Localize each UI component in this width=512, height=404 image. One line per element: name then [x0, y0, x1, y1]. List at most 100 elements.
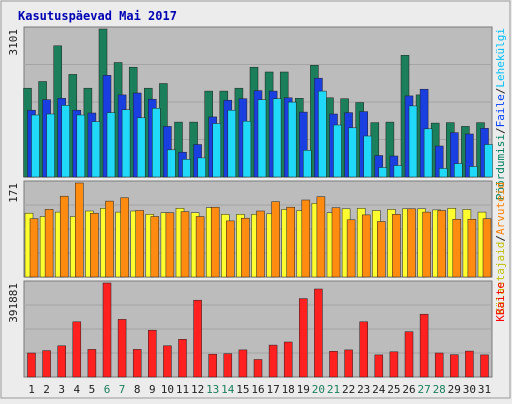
panel-1-legend: Pöördumisi/Faile/Lehekülgi — [494, 28, 507, 200]
bar-arvuteid-28 — [437, 210, 446, 278]
bar-lehek-lgi-28 — [438, 168, 448, 178]
bar-arvuteid-12 — [195, 216, 205, 278]
bar-arvuteid-5 — [90, 212, 99, 278]
bar-arvuteid-29 — [452, 219, 462, 278]
x-tick-day-2: 2 — [43, 383, 50, 396]
x-tick-day-26: 26 — [402, 383, 415, 396]
bar-lehek-lgi-2 — [46, 113, 55, 178]
bar-lehek-lgi-3 — [61, 105, 70, 178]
x-tick-day-30: 30 — [463, 383, 476, 396]
panel-2-legend: Külastajaid/Arvuteid — [494, 182, 507, 314]
x-tick-day-25: 25 — [387, 383, 400, 396]
bar-arvuteid-30 — [467, 219, 477, 278]
x-tick-day-8: 8 — [134, 383, 141, 396]
bar-kbaite-20 — [314, 288, 323, 378]
panel-2: 171 Külastajaid/Arvuteid — [7, 180, 507, 314]
x-tick-day-11: 11 — [176, 383, 189, 396]
bar-lehek-lgi-30 — [469, 166, 478, 178]
panel-3: 391881 KBaite — [7, 280, 507, 378]
bar-arvuteid-25 — [392, 214, 401, 278]
bar-kbaite-7 — [117, 319, 127, 378]
bar-lehek-lgi-14 — [227, 109, 237, 178]
bar-lehek-lgi-4 — [76, 114, 86, 178]
bar-kbaite-4 — [72, 321, 82, 378]
x-tick-day-6: 6 — [104, 383, 111, 396]
legend-separator: / — [494, 235, 507, 242]
bar-kbaite-25 — [389, 351, 399, 378]
series-k-lastajaid — [24, 203, 487, 278]
bar-kbaite-30 — [465, 350, 474, 378]
x-tick-day-21: 21 — [327, 383, 340, 396]
bar-kbaite-27 — [419, 313, 429, 378]
bar-arvuteid-1 — [29, 218, 39, 278]
x-axis-tick-labels: 1 2 3 4 5 6 7 8 9 10 11 12 13 14 15 16 17 18 19 20 21 22 23 24 2… — [28, 383, 491, 396]
bar-arvuteid-17 — [271, 201, 280, 278]
bar-lehek-lgi-27 — [423, 128, 433, 178]
bar-arvuteid-21 — [331, 207, 341, 278]
chart-title: Kasutuspäevad Mai 2017 — [18, 9, 177, 23]
legend-faile: Faile — [494, 94, 507, 127]
bar-arvuteid-6 — [105, 200, 114, 278]
bar-arvuteid-24 — [377, 221, 386, 278]
bar-lehek-lgi-15 — [242, 120, 252, 178]
bar-arvuteid-14 — [226, 220, 235, 278]
bar-kbaite-12 — [193, 299, 202, 378]
bar-arvuteid-3 — [59, 195, 69, 278]
bar-lehek-lgi-16 — [257, 99, 267, 178]
bar-arvuteid-7 — [120, 197, 129, 278]
bar-arvuteid-10 — [165, 212, 175, 278]
bar-lehek-lgi-21 — [333, 124, 342, 178]
legend-arvuteid: Arvuteid — [494, 182, 507, 235]
bar-kbaite-10 — [163, 345, 172, 378]
bar-kbaite-9 — [148, 329, 157, 378]
panel-3-legend: KBaite — [494, 282, 507, 322]
bar-kbaite-31 — [480, 354, 489, 378]
series-arvuteid — [29, 182, 492, 278]
bar-arvuteid-23 — [361, 214, 371, 278]
x-tick-day-20: 20 — [312, 383, 325, 396]
x-tick-day-13: 13 — [206, 383, 219, 396]
bar-lehek-lgi-17 — [272, 98, 282, 178]
bar-arvuteid-16 — [256, 210, 265, 278]
x-tick-day-15: 15 — [236, 383, 249, 396]
x-tick-day-9: 9 — [149, 383, 156, 396]
x-tick-day-24: 24 — [372, 383, 386, 396]
panel-1: 3101 Pöördumisi/Faile/Lehekülgi — [7, 26, 507, 200]
bar-arvuteid-19 — [301, 199, 311, 278]
bar-kbaite-17 — [268, 344, 278, 378]
panel-2-max-label: 171 — [7, 183, 20, 203]
panel-3-max-label: 391881 — [7, 283, 20, 323]
bar-kbaite-21 — [329, 351, 338, 378]
bar-arvuteid-9 — [150, 216, 160, 278]
bar-kbaite-18 — [283, 341, 293, 378]
bar-kbaite-28 — [434, 352, 444, 378]
x-tick-day-18: 18 — [282, 383, 295, 396]
legend-lehek-lgi: Lehekülgi — [494, 28, 507, 88]
bar-lehek-lgi-1 — [31, 114, 40, 178]
series-kbaite — [27, 282, 489, 378]
bar-arvuteid-15 — [241, 217, 250, 278]
legend-separator: / — [494, 88, 507, 95]
x-tick-day-10: 10 — [161, 383, 174, 396]
x-tick-day-17: 17 — [266, 383, 279, 396]
bar-lehek-lgi-5 — [91, 121, 101, 178]
bar-lehek-lgi-19 — [303, 150, 312, 178]
x-tick-day-3: 3 — [58, 383, 65, 396]
bar-lehek-lgi-25 — [393, 165, 403, 178]
bar-lehek-lgi-23 — [363, 135, 372, 178]
bar-arvuteid-26 — [407, 208, 416, 278]
panel-1-max-label: 3101 — [7, 29, 20, 56]
bar-arvuteid-22 — [346, 219, 356, 278]
bar-lehek-lgi-24 — [378, 167, 388, 178]
bar-lehek-lgi-10 — [167, 149, 176, 178]
bar-arvuteid-31 — [482, 218, 492, 278]
bar-arvuteid-20 — [316, 196, 326, 278]
bar-kbaite-8 — [132, 349, 142, 378]
bar-lehek-lgi-13 — [212, 123, 221, 178]
bar-lehek-lgi-8 — [136, 117, 146, 178]
bar-kbaite-13 — [208, 353, 217, 378]
bar-kbaite-24 — [374, 354, 384, 378]
bar-lehek-lgi-31 — [484, 144, 493, 178]
bar-lehek-lgi-9 — [152, 108, 161, 178]
